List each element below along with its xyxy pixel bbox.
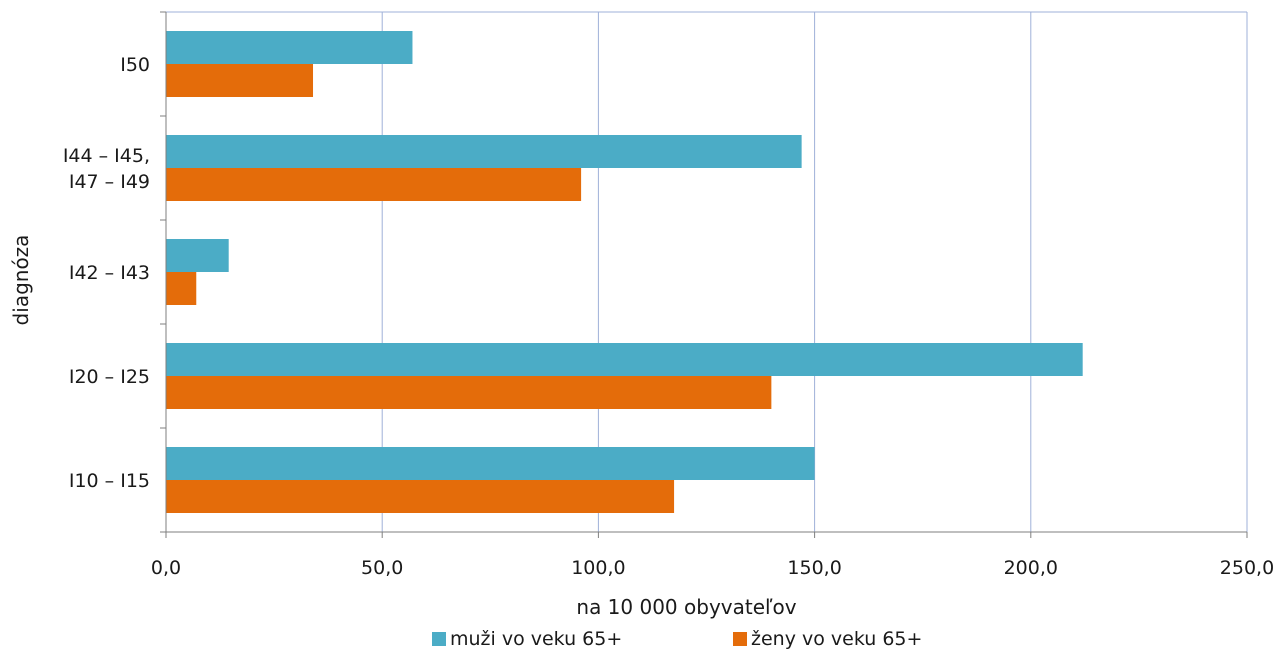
- bar-men: [166, 447, 815, 480]
- x-tick-label: 250,0: [1220, 557, 1274, 579]
- x-tick-label: 150,0: [787, 557, 841, 579]
- bars: [166, 31, 1083, 513]
- legend-swatch: [432, 632, 446, 646]
- y-tick-label: I42 – I43: [69, 262, 150, 284]
- y-axis-title: diagnóza: [9, 235, 33, 326]
- gridlines: [166, 11, 1248, 532]
- x-axis-title: na 10 000 obyvateľov: [576, 595, 796, 619]
- bar-women: [166, 272, 197, 305]
- legend: muži vo veku 65+ ženy vo veku 65+: [432, 628, 922, 650]
- bar-women: [166, 480, 675, 513]
- y-tick-label: I44 – I45, I47 – I49: [63, 145, 150, 193]
- y-tick-label: I20 – I25: [69, 366, 150, 388]
- legend-label: ženy vo veku 65+: [751, 628, 922, 650]
- x-tick-label: 0,0: [151, 557, 181, 579]
- bar-men: [166, 135, 802, 168]
- x-tick-label: 200,0: [1004, 557, 1058, 579]
- legend-swatch: [733, 632, 747, 646]
- x-tick-label: 100,0: [571, 557, 625, 579]
- y-tick-label: I10 – I15: [69, 470, 150, 492]
- y-tick-label: I50: [120, 54, 150, 76]
- bar-men: [166, 239, 229, 272]
- bar-men: [166, 31, 413, 64]
- bar-women: [166, 376, 772, 409]
- bar-women: [166, 168, 582, 201]
- axes: na 10 000 obyvateľov diagnóza 0,0 50,0 100…: [9, 11, 1274, 619]
- bar-men: [166, 343, 1083, 376]
- x-tick-label: 50,0: [361, 557, 403, 579]
- bar-women: [166, 64, 314, 97]
- legend-label: muži vo veku 65+: [450, 628, 622, 650]
